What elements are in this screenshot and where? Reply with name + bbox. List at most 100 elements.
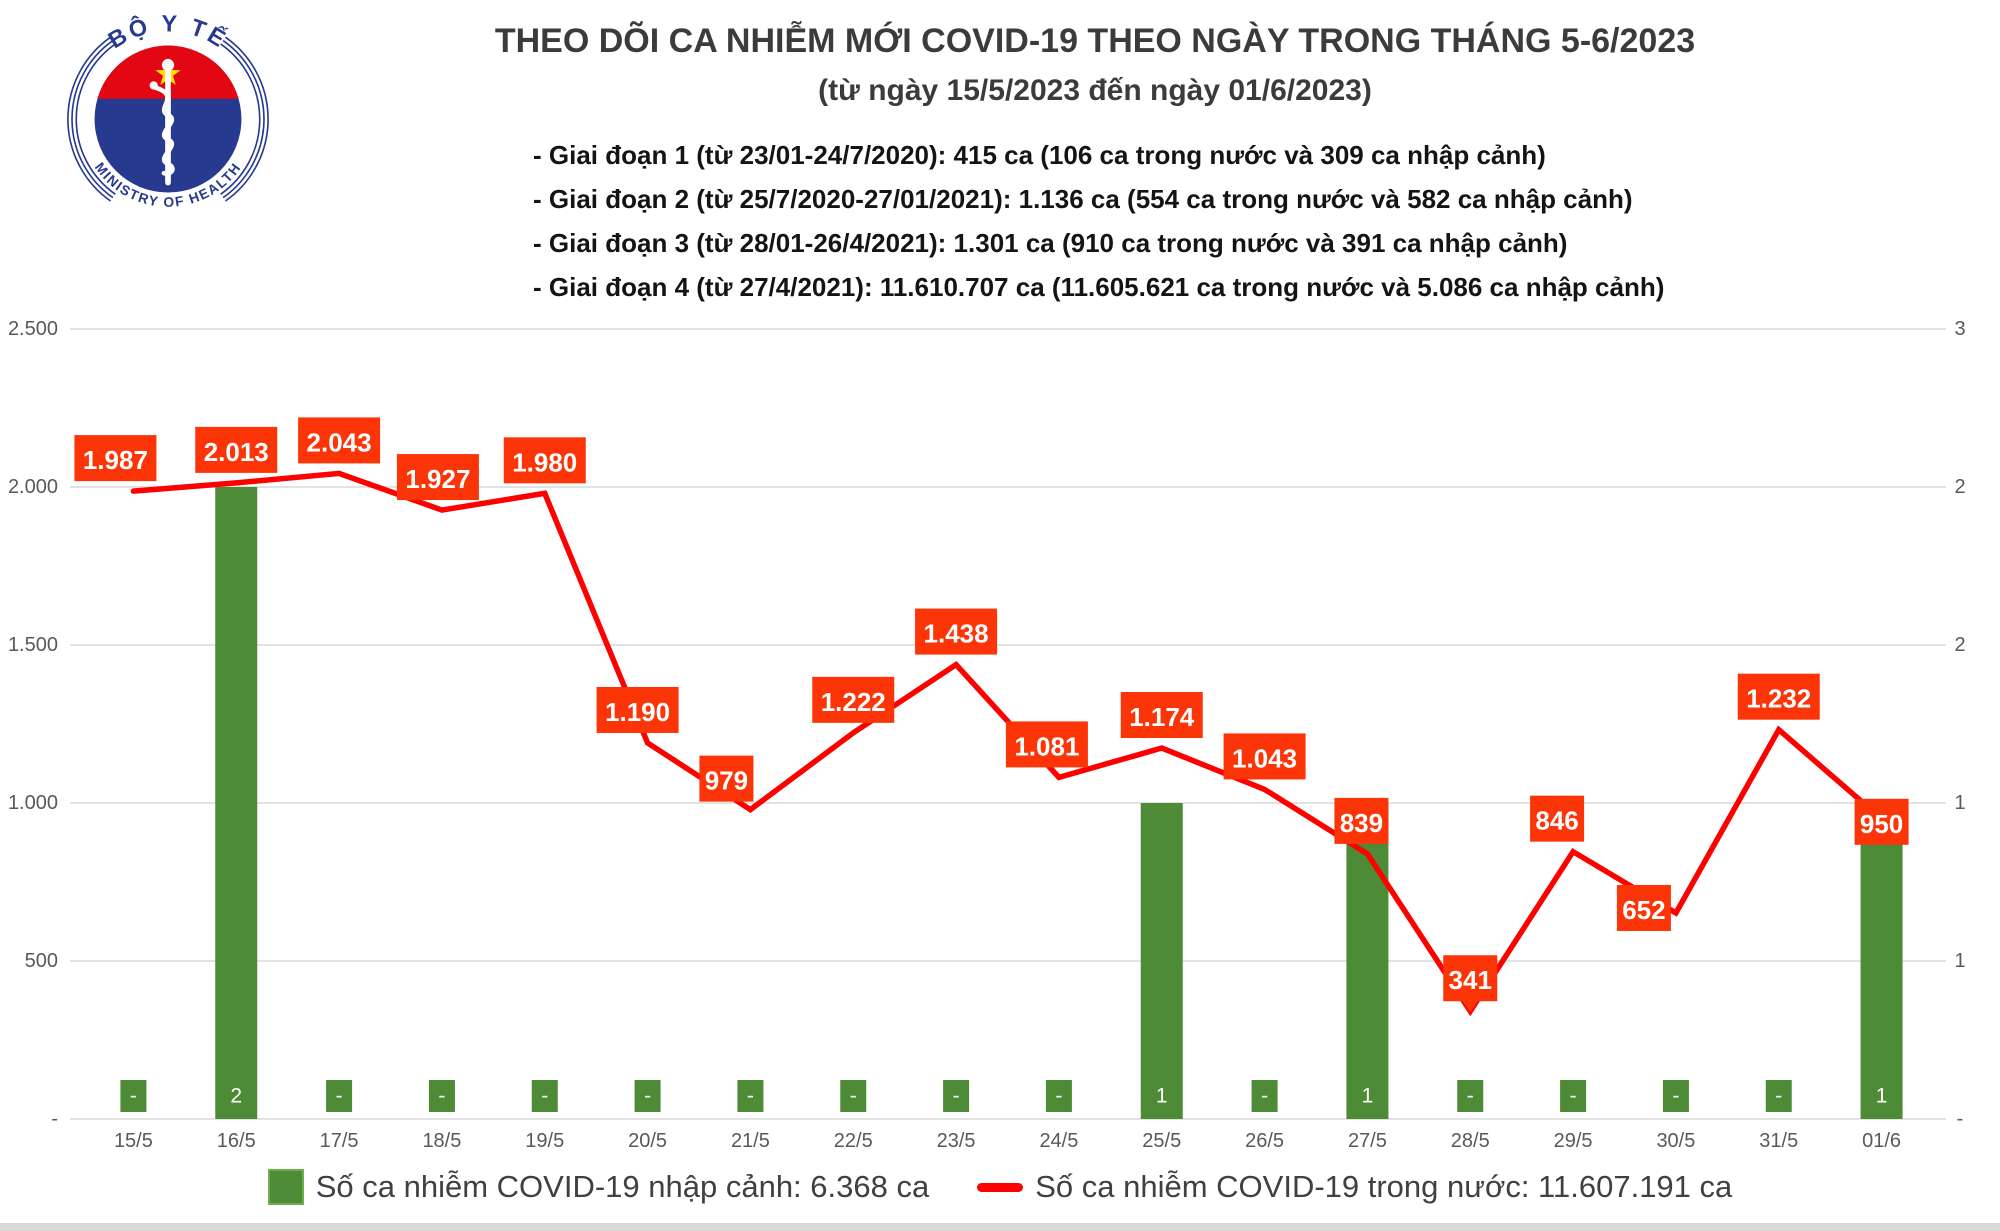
line-data-label: 950 (1860, 809, 1903, 839)
line-data-label: 2.043 (307, 427, 372, 457)
bar-zero-label-box (428, 1080, 455, 1112)
line-label-callout-pointer (1461, 999, 1480, 1013)
phase-line-1: - Giai đoạn 1 (từ 23/01-24/7/2020): 415 … (533, 140, 1546, 170)
line-data-label: 1.081 (1014, 731, 1079, 761)
right-axis-tick-label: 3 (1954, 318, 1965, 340)
x-axis-label: 31/5 (1759, 1130, 1798, 1152)
logo-ring-arcs (67, 36, 269, 202)
left-axis-tick-label: 2.000 (8, 476, 58, 498)
bar-data-label: - (850, 1085, 857, 1108)
phase-line-2: - Giai đoạn 2 (từ 25/7/2020-27/01/2021):… (533, 184, 1633, 214)
phase-line-3: - Giai đoạn 3 (từ 28/01-26/4/2021): 1.30… (533, 228, 1568, 258)
x-axis-label: 19/5 (525, 1130, 564, 1152)
bar-zero-label-box (531, 1080, 558, 1112)
line-data-label-box (699, 755, 754, 802)
right-axis-tick-label: 1 (1954, 792, 1965, 814)
line-data-label: 341 (1449, 965, 1492, 995)
bar-data-label: - (1467, 1085, 1474, 1108)
line-data-label-box (1005, 721, 1088, 768)
line-domestic-cases (130, 470, 1885, 1017)
line-data-label: 2.013 (204, 437, 269, 467)
legend-line-swatch-icon (977, 1182, 1024, 1192)
line-data-label-box (396, 454, 479, 501)
line-data-label: 1.927 (405, 464, 470, 494)
bar-imported-cases (215, 487, 258, 1119)
bar-zero-label-box (1457, 1080, 1484, 1112)
bottom-edge-strip (0, 1223, 2000, 1231)
bar-data-label: 1 (1876, 1085, 1888, 1108)
bar-data-label: - (1672, 1085, 1679, 1108)
x-axis-label: 26/5 (1245, 1130, 1284, 1152)
line-data-label: 1.987 (83, 445, 148, 475)
line-data-label-box (195, 426, 278, 473)
line-data-label-box (298, 417, 381, 464)
x-axis-label: 27/5 (1348, 1130, 1387, 1152)
x-axis-label: 24/5 (1039, 1130, 1078, 1152)
line-data-label-box (1530, 795, 1585, 842)
bar-imported-cases (1140, 803, 1183, 1119)
line-data-label-box (1854, 798, 1909, 845)
bar-zero-label-box (120, 1080, 147, 1112)
line-data-label-box (812, 676, 895, 723)
page-subtitle: (từ ngày 15/5/2023 đến ngày 01/6/2023) (818, 74, 1372, 107)
bar-data-label: - (1261, 1085, 1268, 1108)
x-axis-label: 16/5 (217, 1130, 256, 1152)
bar-data-label: - (1775, 1085, 1782, 1108)
x-axis-label: 29/5 (1554, 1130, 1593, 1152)
bar-data-label: - (541, 1085, 548, 1108)
bar-data-label: 1 (1156, 1085, 1168, 1108)
bar-data-label: 1 (1362, 1085, 1374, 1108)
x-axis-label: 01/6 (1862, 1130, 1901, 1152)
bar-zero-label-box (1251, 1080, 1278, 1112)
line-data-label: 1.438 (924, 619, 989, 649)
line-data-label: 652 (1622, 895, 1665, 925)
line-data-label: 1.190 (605, 697, 670, 727)
bar-zero-label-box (1765, 1080, 1792, 1112)
line-data-label: 846 (1535, 806, 1578, 836)
x-axis-label: 22/5 (834, 1130, 873, 1152)
line-data-label-box (503, 437, 586, 484)
left-axis-tick-label: 1.500 (8, 634, 58, 656)
bar-zero-label-box (737, 1080, 764, 1112)
line-data-label-box (1334, 797, 1389, 844)
bar-zero-label-box (840, 1080, 867, 1112)
legend-item-domestic: Số ca nhiễm COVID-19 trong nước: 11.607.… (977, 1169, 1732, 1205)
bar-zero-label-box (1045, 1080, 1072, 1112)
right-axis-tick-label: 2 (1954, 634, 1965, 656)
line-data-label-box (1223, 733, 1306, 780)
line-data-label-box (1443, 955, 1498, 1002)
line-data-label-box (1737, 673, 1820, 720)
phase-summary: - Giai đoạn 1 (từ 23/01-24/7/2020): 415 … (533, 133, 1664, 309)
bar-data-label: - (1570, 1085, 1577, 1108)
bar-zero-label-box (634, 1080, 661, 1112)
x-axis-label: 18/5 (422, 1130, 461, 1152)
right-axis-tick-label: - (1957, 1108, 1964, 1130)
x-axis-label: 28/5 (1451, 1130, 1490, 1152)
bar-imported-cases (1860, 803, 1903, 1119)
bar-zero-label-box (943, 1080, 970, 1112)
left-axis-tick-label: 2.500 (8, 318, 58, 340)
bar-data-label: - (1055, 1085, 1062, 1108)
line-data-label-box (74, 435, 157, 482)
bar-data-label: 2 (230, 1085, 242, 1108)
bar-data-label: - (336, 1085, 343, 1108)
bar-data-label: - (747, 1085, 754, 1108)
x-axis-label: 25/5 (1142, 1130, 1181, 1152)
bar-data-label: - (953, 1085, 960, 1108)
line-data-label-box (596, 686, 679, 733)
legend-label-imported: Số ca nhiễm COVID-19 nhập cảnh: 6.368 ca (315, 1169, 930, 1204)
line-data-label-box (915, 608, 998, 655)
line-data-label: 1.174 (1129, 702, 1195, 732)
bar-imported-cases (1346, 803, 1389, 1119)
bar-zero-label-box (1662, 1080, 1689, 1112)
ministry-of-health-logo: BỘ Y TẾ MINISTRY OF HEALTH (67, 12, 269, 210)
line-data-label: 1.222 (821, 687, 886, 717)
bar-zero-label-box (326, 1080, 353, 1112)
left-axis-tick-label: 1.000 (8, 792, 58, 814)
page-title: THEO DÕI CA NHIỄM MỚI COVID-19 THEO NGÀY… (494, 22, 1696, 60)
phase-line-4: - Giai đoạn 4 (từ 27/4/2021): 11.610.707… (533, 272, 1665, 302)
line-data-label: 839 (1340, 808, 1383, 838)
x-axis-label: 21/5 (731, 1130, 770, 1152)
line-data-label: 1.043 (1232, 743, 1297, 773)
